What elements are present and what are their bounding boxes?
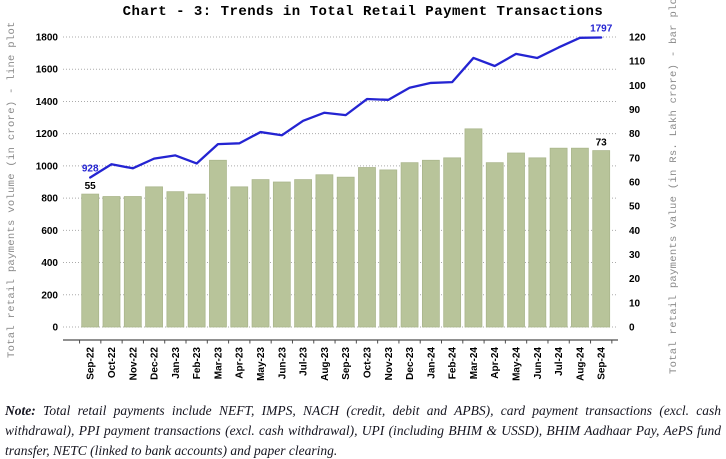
- annotation-1797: 1797: [590, 23, 613, 34]
- y-right-label-70: 70: [629, 153, 641, 164]
- y-right-label-20: 20: [629, 274, 641, 285]
- annotation-55: 55: [85, 181, 97, 192]
- bar-Jul-24: [549, 147, 568, 328]
- bar-Sep-23: [336, 176, 355, 328]
- x-label-Oct-22: Oct-22: [107, 347, 118, 379]
- x-label-Sep-22: Sep-22: [86, 347, 97, 380]
- x-label-May-23: May-23: [256, 347, 267, 381]
- y-left-label-1800: 1800: [36, 33, 59, 44]
- x-label-Dec-23: Dec-23: [405, 347, 416, 380]
- y-left-label-1000: 1000: [36, 161, 59, 172]
- y-right-label-120: 120: [629, 33, 646, 44]
- footnote: Note: Total retail payments include NEFT…: [5, 401, 721, 459]
- bar-Nov-22: [123, 196, 142, 328]
- y-left-label-1200: 1200: [36, 129, 59, 140]
- footnote-label: Note:: [5, 403, 36, 418]
- y-left-label-600: 600: [41, 226, 58, 237]
- y-left-label-0: 0: [52, 323, 58, 334]
- bar-Apr-23: [230, 186, 249, 328]
- x-label-Jun-24: Jun-24: [533, 347, 544, 380]
- bar-Sep-24: [592, 150, 611, 328]
- x-label-Jul-23: Jul-23: [299, 347, 310, 376]
- x-label-Oct-23: Oct-23: [362, 347, 373, 379]
- annotation-928: 928: [82, 163, 99, 174]
- y-right-label-50: 50: [629, 202, 641, 213]
- y-left-label-800: 800: [41, 194, 58, 205]
- y-right-label-110: 110: [629, 57, 646, 68]
- bar-Apr-24: [485, 162, 504, 328]
- line-series: [89, 36, 603, 179]
- x-label-Aug-23: Aug-23: [320, 347, 331, 381]
- x-label-Aug-24: Aug-24: [575, 347, 586, 381]
- x-label-May-24: May-24: [512, 347, 523, 381]
- x-label-Apr-23: Apr-23: [235, 347, 246, 379]
- x-label-Nov-23: Nov-23: [384, 347, 395, 381]
- x-label-Jan-23: Jan-23: [171, 347, 182, 379]
- bar-Jan-23: [166, 191, 185, 328]
- y-right-label-60: 60: [629, 178, 641, 189]
- bar-Nov-23: [379, 169, 398, 328]
- y-right-label-0: 0: [629, 323, 635, 334]
- x-label-Sep-24: Sep-24: [597, 347, 608, 380]
- bar-Feb-23: [187, 193, 206, 328]
- bar-Jul-23: [294, 179, 312, 328]
- x-label-Nov-22: Nov-22: [128, 347, 139, 381]
- x-label-Jan-24: Jan-24: [426, 347, 437, 379]
- bar-Feb-24: [443, 157, 462, 328]
- bar-May-24: [507, 152, 525, 328]
- annotation-73: 73: [596, 138, 608, 149]
- bar-Mar-24: [464, 128, 483, 328]
- x-label-Feb-24: Feb-24: [448, 347, 459, 380]
- plot-area: Sep-22 Oct-22 Nov-22 Dec-22 Jan-23 Feb-23 Mar-…: [36, 23, 646, 381]
- x-label-Dec-22: Dec-22: [150, 347, 161, 380]
- y-left-label-200: 200: [41, 290, 58, 301]
- bar-Oct-23: [358, 167, 376, 328]
- footnote-text: Total retail payments include NEFT, IMPS…: [5, 403, 721, 458]
- x-label-Apr-24: Apr-24: [490, 347, 501, 379]
- x-label-Mar-23: Mar-23: [213, 347, 224, 380]
- y-right-label-80: 80: [629, 129, 641, 140]
- bar-Dec-23: [400, 162, 419, 328]
- y-right-label-30: 30: [629, 250, 641, 261]
- chart-title: Chart - 3: Trends in Total Retail Paymen…: [122, 4, 604, 20]
- x-label-Jul-24: Jul-24: [554, 347, 565, 376]
- y-right-label-40: 40: [629, 226, 641, 237]
- y-right-label-90: 90: [629, 105, 641, 116]
- x-label-Mar-24: Mar-24: [469, 347, 480, 380]
- y-right-label-100: 100: [629, 81, 646, 92]
- y-left-label-1400: 1400: [36, 97, 59, 108]
- y-right-label-10: 10: [629, 298, 641, 309]
- x-label-Jun-23: Jun-23: [277, 347, 288, 380]
- bar-Sep-22: [81, 193, 100, 328]
- bar-May-23: [251, 179, 270, 328]
- bar-Aug-23: [315, 174, 334, 328]
- y-left-label-400: 400: [41, 258, 58, 269]
- bar-Jan-24: [421, 159, 440, 328]
- bar-Aug-24: [571, 147, 589, 328]
- y-left-label-1600: 1600: [36, 65, 59, 76]
- bar-Oct-22: [102, 196, 121, 328]
- bar-Dec-22: [145, 186, 163, 328]
- bar-Mar-23: [209, 159, 227, 328]
- x-label-Sep-23: Sep-23: [341, 347, 352, 380]
- x-label-Feb-23: Feb-23: [192, 347, 203, 380]
- bar-Jun-24: [528, 157, 547, 328]
- bar-Jun-23: [272, 181, 291, 328]
